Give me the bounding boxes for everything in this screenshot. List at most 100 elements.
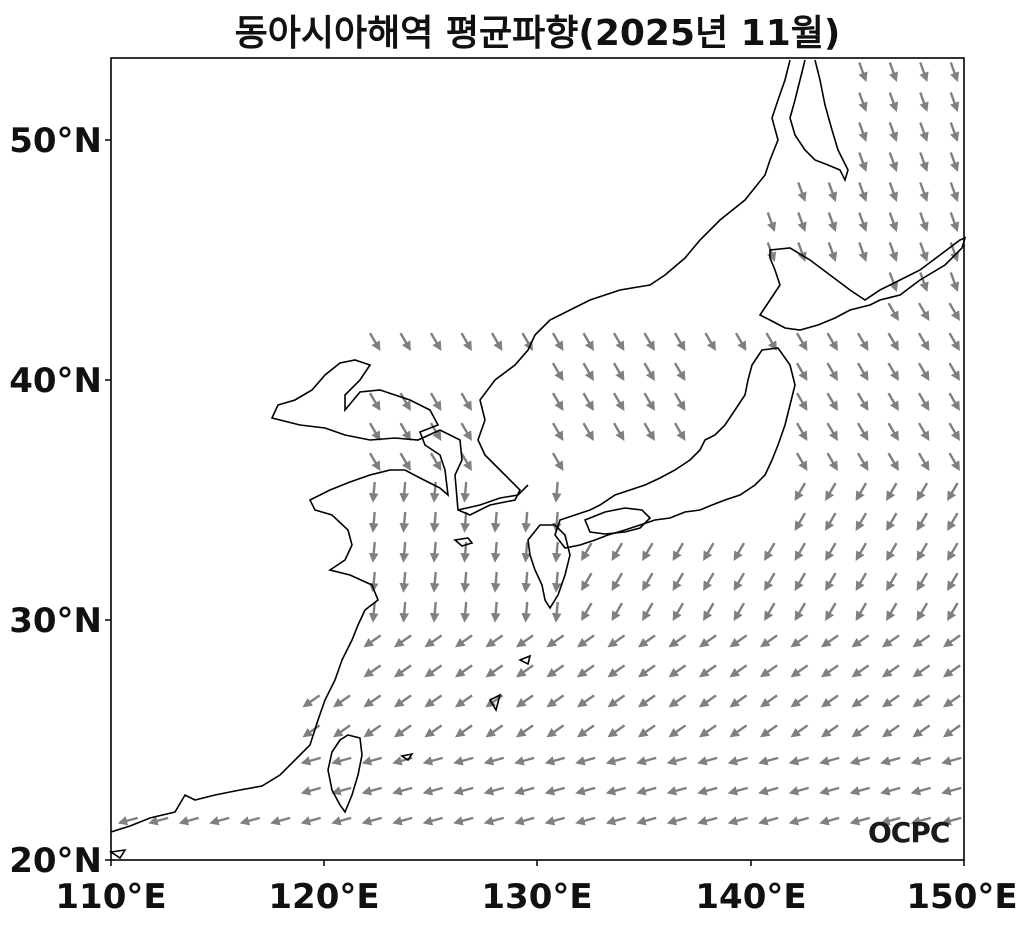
wave-arrow	[673, 332, 686, 352]
wave-arrow	[795, 332, 808, 352]
wave-arrow	[758, 786, 779, 796]
wave-arrow	[666, 786, 688, 796]
wave-arrow	[429, 481, 440, 503]
wave-arrow	[642, 542, 654, 562]
axis-ticks	[105, 139, 965, 866]
wave-arrow	[429, 601, 440, 623]
wave-arrow	[949, 92, 960, 113]
wave-arrow	[393, 634, 412, 648]
wave-arrow	[575, 816, 596, 826]
wave-arrow	[887, 422, 899, 442]
wave-arrow	[797, 182, 807, 203]
wave-arrow	[851, 694, 870, 708]
wave-arrow	[764, 602, 776, 622]
wave-arrow	[515, 724, 534, 738]
wave-arrow	[643, 392, 655, 412]
wave-arrow	[826, 422, 838, 442]
wave-arrow	[424, 634, 443, 648]
wave-arrow	[332, 694, 351, 708]
lat-tick-30: 30°N	[9, 601, 102, 641]
wave-arrow	[575, 756, 596, 766]
wave-arrow	[368, 332, 381, 352]
wave-arrow	[611, 572, 624, 592]
wave-arrow	[886, 512, 898, 532]
wave-arrow	[858, 212, 868, 233]
wave-arrow	[759, 694, 778, 708]
wave-arrow	[790, 664, 809, 678]
wave-arrow	[729, 664, 748, 678]
wave-arrow	[888, 242, 899, 263]
wave-arrow	[576, 724, 595, 738]
wave-arrow	[919, 152, 929, 173]
wave-arrow	[521, 541, 532, 563]
wave-arrow	[363, 694, 382, 708]
wave-arrow	[429, 422, 442, 442]
wave-arrow	[794, 512, 807, 532]
coastline-ryukyu-1	[518, 654, 532, 666]
lon-tick-140: 140°E	[695, 877, 806, 917]
wave-arrow	[917, 392, 930, 412]
wave-arrow	[704, 332, 716, 352]
wave-arrow	[429, 511, 440, 533]
wave-arrow	[827, 212, 838, 233]
wave-arrow	[855, 512, 868, 532]
wave-arrow	[300, 756, 322, 766]
wave-arrow	[490, 571, 501, 593]
wave-arrow	[888, 62, 899, 83]
wave-arrow	[820, 634, 839, 648]
wave-arrow	[881, 634, 900, 648]
wave-arrow	[733, 602, 746, 622]
wave-arrow	[948, 392, 960, 412]
wave-arrow	[636, 756, 657, 766]
lat-tick-40: 40°N	[9, 361, 102, 401]
wave-arrow	[766, 212, 777, 233]
coastline-taiwan	[327, 734, 363, 814]
coastline-jeju	[453, 537, 474, 547]
wave-arrow	[483, 816, 505, 826]
wave-arrow	[612, 362, 625, 382]
map-title: 동아시아해역 평균파향(2025년 11월)	[234, 13, 841, 54]
wave-arrow	[919, 122, 929, 143]
wave-arrow	[429, 392, 442, 412]
wave-arrow-field	[117, 62, 962, 826]
wave-arrow	[331, 786, 352, 796]
wave-arrow	[605, 786, 627, 796]
wave-arrow	[947, 482, 959, 502]
wave-arrow	[820, 664, 839, 678]
wave-arrow	[424, 724, 443, 738]
wave-arrow	[612, 422, 625, 442]
wave-arrow	[551, 422, 564, 442]
wave-arrow	[270, 816, 291, 826]
lat-tick-50: 50°N	[9, 121, 102, 161]
wave-arrow	[758, 756, 779, 766]
wave-arrow	[576, 694, 595, 708]
wave-arrow	[881, 694, 900, 708]
wave-arrow	[916, 602, 929, 622]
wave-arrow	[117, 816, 139, 826]
wave-arrow	[697, 786, 718, 796]
wave-arrow	[454, 664, 473, 678]
wave-arrow	[698, 664, 717, 678]
wave-arrow	[703, 602, 715, 622]
wave-arrow	[607, 634, 626, 648]
wave-arrow	[331, 756, 352, 766]
wave-arrow	[855, 542, 868, 562]
wave-arrow	[399, 601, 410, 623]
wave-arrow	[727, 816, 749, 826]
wave-arrow	[729, 724, 748, 738]
wave-arrow	[942, 664, 961, 678]
wave-arrow	[947, 572, 959, 592]
wave-arrow	[912, 694, 931, 708]
wave-arrow	[453, 786, 474, 796]
wave-arrow	[551, 332, 564, 352]
wave-arrow	[460, 511, 471, 533]
wave-arrow	[826, 362, 838, 382]
wave-arrow	[888, 212, 899, 233]
wave-arrow	[637, 724, 656, 738]
wave-arrow	[611, 542, 624, 562]
wave-arrow	[460, 392, 472, 412]
wave-arrow	[916, 542, 929, 562]
wave-arrow	[886, 482, 898, 502]
wave-arrow	[399, 571, 410, 593]
wave-arrow	[729, 634, 748, 648]
